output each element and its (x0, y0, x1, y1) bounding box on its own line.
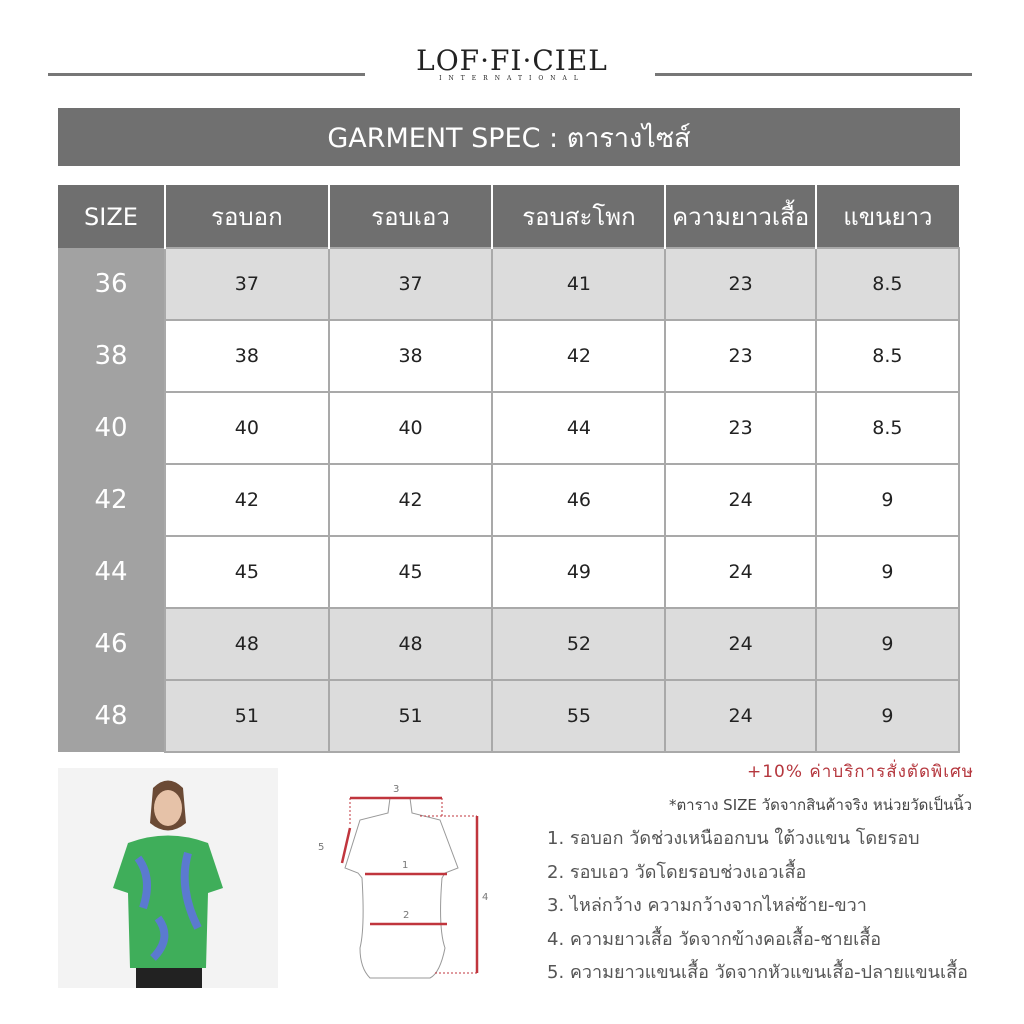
table-cell: 9 (814, 535, 961, 609)
table-cell: 9 (814, 607, 961, 681)
brand-name: LOF·FI·CIEL (416, 44, 608, 77)
diagram-label-4: 4 (482, 892, 488, 903)
table-cell: 9 (814, 679, 961, 753)
table-cell: 52 (491, 607, 667, 681)
instruction-item: 1. รอบอก วัดช่วงเหนืออกบน ใต้วงแขน โดยรอ… (547, 828, 920, 849)
size-cell: 44 (58, 536, 165, 608)
instruction-item: 3. ไหล่กว้าง ความกว้างจากไหล่ซ้าย-ขวา (547, 895, 867, 916)
diagram-label-2: 2 (403, 910, 409, 921)
table-cell: 23 (664, 247, 817, 321)
table-cell: 51 (164, 679, 330, 753)
page-title: GARMENT SPEC : ตารางไซส์ (58, 108, 960, 166)
column-header: รอบสะโพก (491, 185, 666, 248)
diagram-label-5: 5 (318, 842, 324, 853)
table-cell: 24 (664, 463, 817, 537)
table-cell: 37 (327, 247, 494, 321)
table-cell: 42 (327, 463, 494, 537)
size-cell: 36 (58, 248, 165, 320)
table-cell: 41 (491, 247, 667, 321)
table-cell: 44 (491, 391, 667, 465)
table-cell: 9 (814, 463, 961, 537)
size-cell: 42 (58, 464, 165, 536)
table-cell: 40 (327, 391, 494, 465)
brand-logo: LOF·FI·CIEL INTERNATIONAL (380, 44, 644, 82)
column-header: รอบอก (164, 185, 329, 248)
divider (48, 73, 365, 76)
column-header: แขนยาว (814, 185, 959, 248)
table-cell: 55 (491, 679, 667, 753)
table-cell: 46 (491, 463, 667, 537)
table-cell: 24 (664, 535, 817, 609)
column-header: รอบเอว (327, 185, 493, 248)
size-table: SIZE รอบอก รอบเอว รอบสะโพก ความยาวเสื้อ แขนยา… (58, 185, 961, 753)
diagram-label-1: 1 (402, 860, 408, 871)
table-cell: 40 (164, 391, 330, 465)
divider (655, 73, 972, 76)
measurement-instructions: 1. รอบอก วัดช่วงเหนืออกบน ใต้วงแขน โดยรอ… (547, 822, 968, 990)
size-cell: 46 (58, 608, 165, 680)
table-row: 42 42 42 46 24 9 (58, 463, 961, 537)
table-cell: 38 (164, 319, 330, 393)
table-cell: 8.5 (814, 391, 961, 465)
instruction-item: 2. รอบเอว วัดโดยรอบช่วงเอวเสื้อ (547, 861, 807, 883)
size-cell: 48 (58, 680, 165, 752)
table-cell: 38 (327, 319, 494, 393)
table-cell: 51 (327, 679, 494, 753)
diagram-label-3: 3 (393, 784, 399, 795)
table-cell: 45 (164, 535, 330, 609)
table-row: 44 45 45 49 24 9 (58, 535, 961, 609)
size-cell: 40 (58, 392, 165, 464)
table-row: 40 40 40 44 23 8.5 (58, 391, 961, 465)
table-cell: 24 (664, 607, 817, 681)
measurement-diagram: 3 1 2 4 5 (310, 778, 500, 988)
table-row: 48 51 51 55 24 9 (58, 679, 961, 753)
table-cell: 37 (164, 247, 330, 321)
brand-tagline: INTERNATIONAL (439, 75, 585, 82)
unit-note: *ตาราง SIZE วัดจากสินค้าจริง หน่วยวัดเป็… (668, 796, 972, 814)
table-cell: 49 (491, 535, 667, 609)
table-cell: 23 (664, 319, 817, 393)
table-cell: 48 (164, 607, 330, 681)
table-cell: 45 (327, 535, 494, 609)
column-header: ความยาวเสื้อ (664, 185, 816, 248)
table-cell: 42 (491, 319, 667, 393)
table-cell: 23 (664, 391, 817, 465)
table-cell: 8.5 (814, 247, 961, 321)
table-row: 36 37 37 41 23 8.5 (58, 247, 961, 321)
product-photo (58, 768, 278, 988)
table-cell: 8.5 (814, 319, 961, 393)
instruction-item: 4. ความยาวเสื้อ วัดจากข้างคอเสื้อ-ชายเสื… (547, 928, 882, 950)
table-cell: 42 (164, 463, 330, 537)
table-row: 38 38 38 42 23 8.5 (58, 319, 961, 393)
table-row: 46 48 48 52 24 9 (58, 607, 961, 681)
instruction-item: 5. ความยาวแขนเสื้อ วัดจากหัวแขนเสื้อ-ปลา… (547, 962, 968, 983)
table-cell: 24 (664, 679, 817, 753)
column-header: SIZE (58, 185, 165, 248)
table-cell: 48 (327, 607, 494, 681)
size-cell: 38 (58, 320, 165, 392)
surcharge-note: +10% ค่าบริการสั่งตัดพิเศษ (746, 762, 974, 782)
